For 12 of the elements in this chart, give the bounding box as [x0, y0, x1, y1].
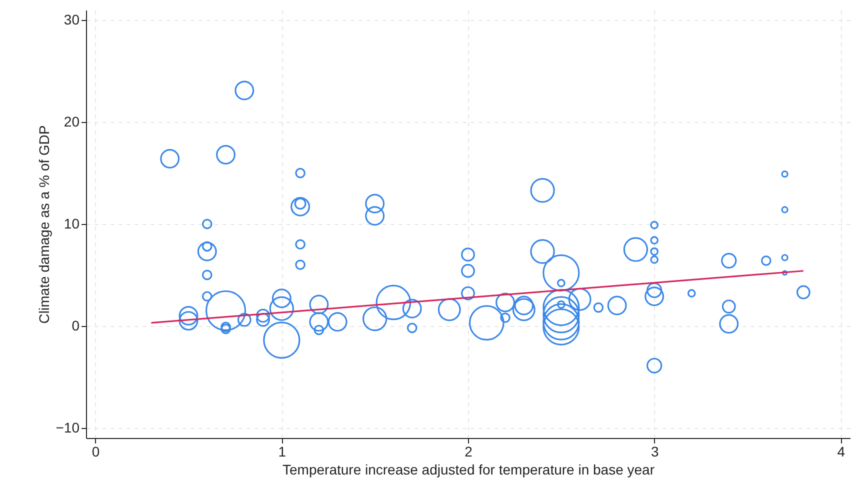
x-tick-label: 4 [837, 444, 846, 460]
x-tick-label: 3 [650, 444, 659, 460]
x-tick-label: 2 [464, 444, 473, 460]
y-tick-label: 30 [64, 12, 80, 28]
y-tick-label: 0 [72, 317, 80, 334]
y-axis-title: Climate damage as a % of GDP [36, 125, 52, 324]
x-tick-label: 1 [278, 444, 286, 460]
y-tick-label: 10 [64, 216, 80, 232]
y-tick-label: −10 [56, 419, 80, 436]
y-tick-label: 20 [64, 114, 80, 130]
x-tick-label: 0 [92, 444, 100, 460]
x-axis-title: Temperature increase adjusted for temperature in base year [282, 462, 655, 478]
